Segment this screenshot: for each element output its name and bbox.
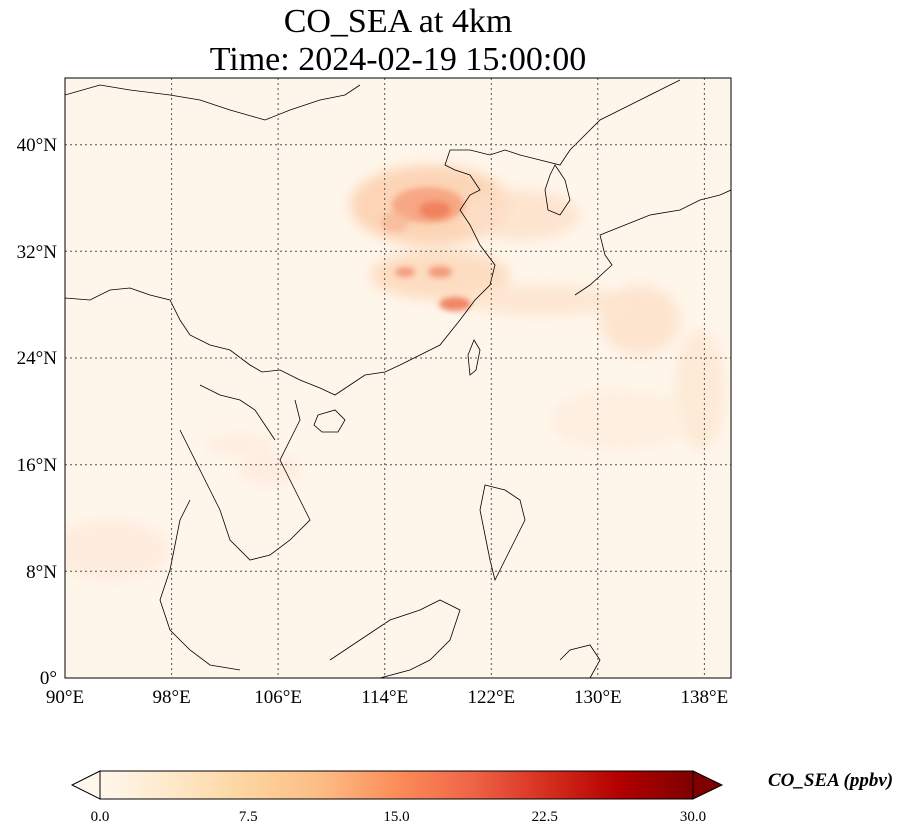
colorbar-tick-label: 22.5 <box>532 809 558 825</box>
longitude-tick-labels: 90°E 98°E 106°E 114°E 122°E 130°E 138°E <box>46 687 728 708</box>
map-plot-area <box>65 78 731 678</box>
latitude-tick-labels: 0° 8°N 16°N 24°N 32°N 40°N <box>17 135 58 689</box>
lon-tick-label: 114°E <box>361 687 408 708</box>
lon-tick-label: 90°E <box>46 687 84 708</box>
lat-tick-label: 24°N <box>17 348 58 369</box>
colorbar-tick-label: 30.0 <box>680 809 706 825</box>
lon-tick-label: 122°E <box>467 687 515 708</box>
lon-tick-label: 130°E <box>574 687 622 708</box>
lat-tick-label: 32°N <box>17 242 58 263</box>
map-title: CO_SEA at 4km <box>283 3 513 40</box>
lat-tick-label: 0° <box>40 668 57 689</box>
map-frame <box>64 77 732 679</box>
colorbar-min-extend <box>70 770 101 800</box>
gridlines <box>65 78 731 678</box>
colorbar-max-extend <box>692 770 724 800</box>
lat-tick-label: 8°N <box>26 562 57 583</box>
lon-tick-label: 98°E <box>152 687 190 708</box>
lat-tick-label: 40°N <box>17 135 58 156</box>
colorbar: 0.0 7.5 15.0 22.5 30.0 <box>70 770 724 825</box>
colorbar-gradient <box>99 770 694 800</box>
lon-tick-label: 138°E <box>681 687 729 708</box>
colorbar-tick-label: 15.0 <box>383 809 409 825</box>
colorbar-tick-label: 0.0 <box>91 809 110 825</box>
concentration-field <box>65 165 725 580</box>
lon-tick-label: 106°E <box>254 687 302 708</box>
colorbar-tick-label: 7.5 <box>239 809 258 825</box>
lat-tick-label: 16°N <box>17 455 58 476</box>
map-subtitle-time: Time: 2024-02-19 15:00:00 <box>209 41 587 78</box>
colorbar-label: CO_SEA (ppbv) <box>768 770 894 791</box>
coastlines <box>65 79 731 678</box>
